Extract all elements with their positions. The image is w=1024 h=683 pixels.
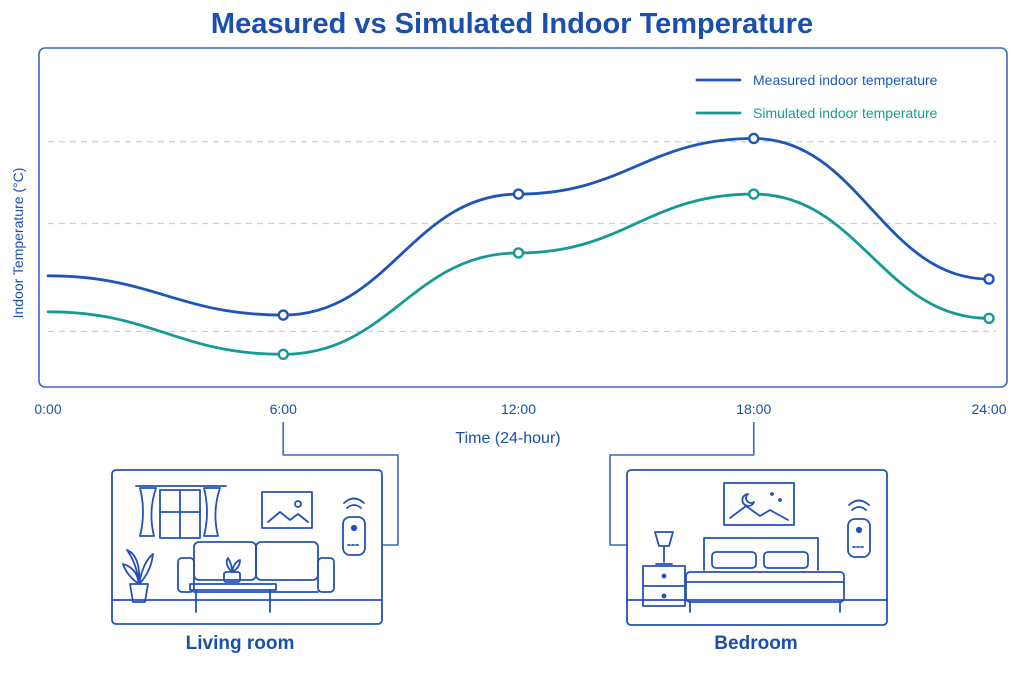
data-point (512, 247, 525, 259)
plot-frame (38, 47, 1008, 388)
x-tick-label: 18:00 (736, 401, 771, 417)
series-line-simulated (46, 192, 991, 356)
bedroom-connector (609, 422, 755, 546)
data-point (512, 188, 525, 200)
chart-title: Measured vs Simulated Indoor Temperature (210, 8, 814, 40)
living-room-connector (282, 422, 399, 546)
data-point (277, 309, 289, 321)
bedroom-label: Bedroom (714, 633, 798, 654)
x-tick-label: 6:00 (270, 401, 297, 417)
data-point (277, 348, 289, 360)
legend-label: Simulated indoor temperature (753, 105, 938, 121)
data-point (748, 188, 760, 200)
series-line-measured (46, 137, 991, 317)
data-point (748, 132, 760, 145)
x-tick-label: 24:00 (971, 401, 1006, 417)
living-room-label: Living room (185, 633, 295, 654)
data-point (983, 312, 995, 325)
y-axis-label: Indoor Temperature (°C) (10, 168, 26, 319)
x-tick-label: 12:00 (501, 401, 536, 417)
x-axis-label: Time (24-hour) (455, 430, 560, 447)
bedroom-illustration (626, 469, 888, 626)
legend-label: Measured indoor temperature (753, 72, 938, 88)
x-tick-label: 0:00 (34, 401, 61, 417)
living-room-illustration (111, 469, 383, 625)
data-point (983, 273, 995, 285)
